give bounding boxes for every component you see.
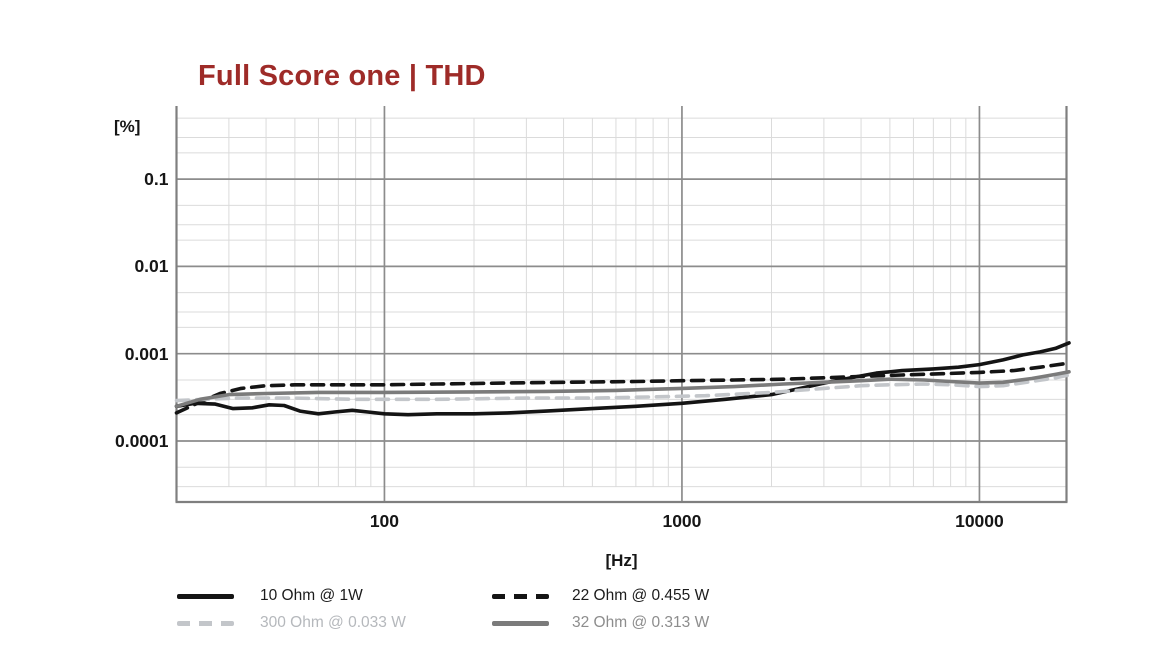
legend-swatch-solid-line <box>177 594 234 599</box>
series-line-10-ohm-1w <box>174 341 1071 417</box>
legend-swatch-solid-line <box>492 621 549 626</box>
legend-label: 22 Ohm @ 0.455 W <box>572 587 710 604</box>
series-line-300-ohm-0-033-w <box>174 373 1071 403</box>
legend-label: 10 Ohm @ 1W <box>260 587 363 604</box>
legend-label: 32 Ohm @ 0.313 W <box>572 614 710 631</box>
y-tick-label: 0.01 <box>134 256 169 277</box>
legend-swatch-dashed-line <box>177 621 234 626</box>
y-tick-label: 0.1 <box>144 169 169 190</box>
x-tick-label: 10000 <box>955 511 1004 531</box>
x-axis-unit-label: [Hz] <box>605 551 638 570</box>
legend-swatch-dashed-line <box>492 594 549 599</box>
x-tick-label: 1000 <box>662 511 702 531</box>
y-tick-label: 0.0001 <box>114 431 169 451</box>
series-line-22-ohm-0-455-w <box>174 361 1071 415</box>
y-axis-unit-label: [%] <box>114 117 141 136</box>
x-tick-label: 100 <box>369 511 400 531</box>
series-line-32-ohm-0-313-w <box>174 370 1071 409</box>
y-tick-label: 0.001 <box>124 343 169 364</box>
legend-label: 300 Ohm @ 0.033 W <box>260 614 406 631</box>
chart-title: Full Score one | THD <box>198 60 486 92</box>
